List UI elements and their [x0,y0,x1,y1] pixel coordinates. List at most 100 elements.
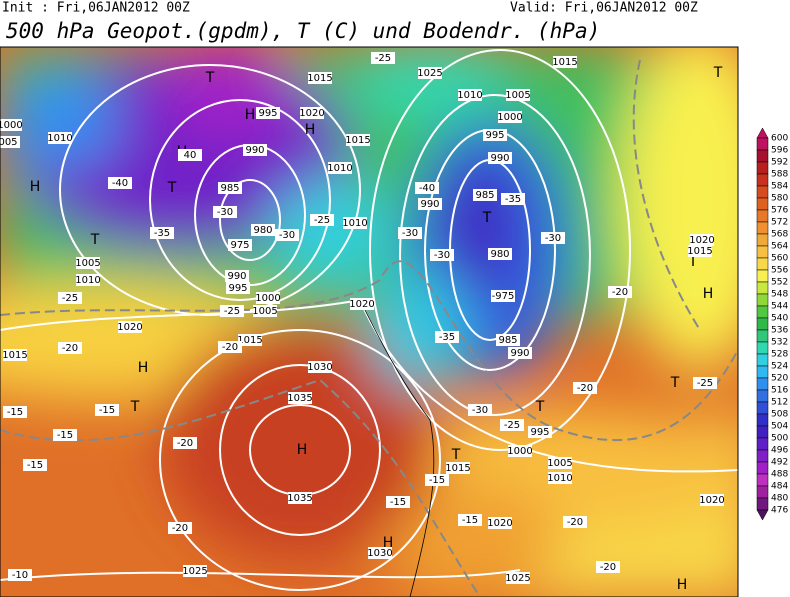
contour-label: 1010 [457,90,482,101]
colorbar-band [756,293,769,307]
colorbar-band [756,497,769,511]
contour-label: 1020 [699,495,724,506]
contour-label: 1000 [507,446,532,457]
label-box [256,107,280,119]
colorbar-band [756,221,769,235]
contour-label: 1020 [349,299,374,310]
contour-label: -20 [600,562,616,573]
label-box [228,239,252,251]
contour-label: -15 [57,430,73,441]
contour-label: 1030 [307,362,332,373]
contour-label: 1025 [182,566,207,577]
pressure-center: H [305,122,316,138]
label-box [310,214,334,226]
colorbar-band [756,233,769,247]
label-box [548,472,572,484]
colorbar-band [756,197,769,211]
colorbar-label: 536 [771,326,788,336]
colorbar-label: 504 [771,422,788,432]
colorbar-band [756,461,769,475]
label-box [608,286,632,298]
colorbar-band [756,137,769,151]
contour-label: -35 [505,194,521,205]
colorbar-band [756,185,769,199]
label-box [173,437,197,449]
label-box [308,361,332,373]
label-box [415,182,439,194]
contour-label: 1020 [117,322,142,333]
contour-label: 40 [184,150,197,161]
colorbar-band [756,173,769,187]
colorbar-label: 584 [771,182,788,192]
label-box [288,492,312,504]
contour-label: -30 [279,230,295,241]
colorbar-band [756,161,769,175]
contour-label: 1010 [547,473,572,484]
colorbar-band [756,377,769,391]
contour-label: 1005 [75,258,100,269]
label-box [506,89,530,101]
label-box [418,67,442,79]
contour-label: 985 [498,335,517,346]
colorbar-label: 596 [771,146,788,156]
contour-label: -30 [434,250,450,261]
colorbar-band [756,449,769,463]
contour-label: -25 [62,293,78,304]
colorbar-band [756,425,769,439]
contour-label: 1010 [47,133,72,144]
contour-label: 980 [490,249,509,260]
colorbar-label: 540 [771,314,788,324]
label-box [573,382,597,394]
colorbar-band [756,485,769,499]
label-box [473,189,497,201]
label-box [150,227,174,239]
label-box [508,347,532,359]
contour-label: 1015 [345,135,370,146]
init-time: Init : Fri,06JAN2012 00Z [2,1,190,16]
label-box [506,572,530,584]
label-box [700,494,724,506]
label-box [350,298,374,310]
contour-label: -20 [62,343,78,354]
contour-label: 1005 [547,458,572,469]
contour-label: -30 [472,405,488,416]
contour-label: -40 [112,178,128,189]
colorbar-label: 600 [771,134,788,144]
label-box [435,331,459,343]
colorbar-band [756,245,769,259]
colorbar-band [756,413,769,427]
contour-label: 1000 [497,112,522,123]
label-box [458,514,482,526]
colorbar-label: 556 [771,266,788,276]
contour-label: 1010 [75,275,100,286]
label-box [288,392,312,404]
label-box [243,144,267,156]
pressure-center: T [451,447,461,463]
contour-label: 1005 [252,306,277,317]
label-box [386,496,410,508]
label-box [58,292,82,304]
pressure-center: H [138,360,149,376]
contour-label: 995 [258,108,277,119]
colorbar-band [756,305,769,319]
label-box [238,334,262,346]
contour-label: -20 [172,523,188,534]
contour-label: -30 [217,207,233,218]
contour-label: -15 [27,460,43,471]
contour-label: -25 [314,215,330,226]
contour-label: -40 [419,183,435,194]
colorbar-label: 476 [771,506,788,516]
label-box [548,457,572,469]
label-box [488,152,512,164]
contour-label: -15 [462,515,478,526]
colorbar-band [756,353,769,367]
contour-label: -20 [222,342,238,353]
label-box [368,547,392,559]
contour-label: 005 [0,137,18,148]
label-box [76,274,100,286]
contour-label: -975 [492,291,515,302]
pressure-center: H [245,107,256,123]
label-box [541,232,565,244]
label-box [688,245,712,257]
